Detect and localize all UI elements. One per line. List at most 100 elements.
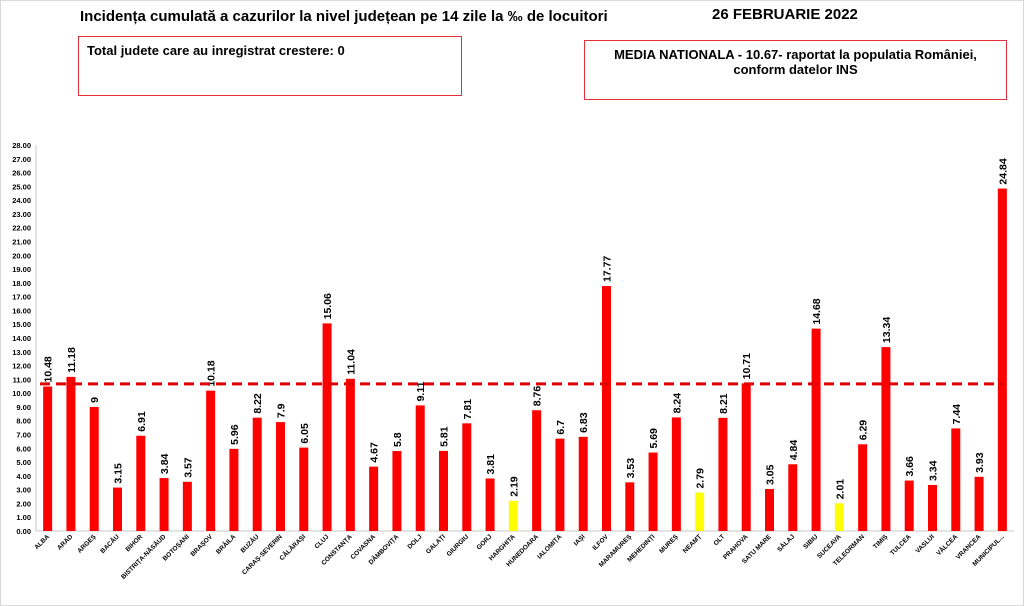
national-average-box: MEDIA NATIONALA - 10.67- raportat la pop… bbox=[584, 40, 1007, 100]
bar bbox=[345, 378, 355, 531]
value-label: 11.04 bbox=[345, 349, 357, 375]
bar bbox=[159, 478, 169, 531]
y-tick-label: 4.00 bbox=[16, 472, 31, 481]
bar bbox=[485, 478, 495, 531]
bar bbox=[136, 435, 146, 531]
bar bbox=[439, 450, 448, 531]
value-label: 5.8 bbox=[392, 432, 404, 447]
category-label: ALBA bbox=[33, 533, 51, 551]
value-label: 15.06 bbox=[322, 293, 334, 319]
value-label: 11.18 bbox=[66, 347, 78, 373]
value-label: 3.53 bbox=[625, 458, 637, 479]
category-label: BIHOR bbox=[124, 533, 144, 553]
bar bbox=[881, 347, 891, 531]
category-label: IALOMIȚA bbox=[536, 533, 563, 560]
value-label: 8.76 bbox=[532, 386, 544, 407]
y-tick-label: 20.00 bbox=[12, 251, 31, 260]
value-label: 3.57 bbox=[182, 457, 194, 478]
bar bbox=[555, 438, 565, 531]
bar bbox=[625, 482, 635, 531]
value-label: 10.18 bbox=[206, 360, 218, 386]
category-label: BUZĂU bbox=[238, 532, 261, 555]
value-label: 3.93 bbox=[974, 452, 986, 473]
report-date: 26 FEBRUARIE 2022 bbox=[712, 6, 858, 23]
value-label: 6.29 bbox=[858, 420, 870, 441]
bar bbox=[276, 422, 285, 531]
bar bbox=[788, 464, 798, 531]
y-tick-label: 0.00 bbox=[16, 527, 31, 536]
bar bbox=[392, 451, 402, 531]
category-label: VÂLCEA bbox=[934, 532, 959, 557]
y-tick-label: 13.00 bbox=[12, 348, 31, 357]
value-label: 10.48 bbox=[43, 356, 55, 382]
category-label: BRAȘOV bbox=[189, 533, 214, 558]
bar bbox=[904, 480, 914, 531]
y-tick-label: 18.00 bbox=[12, 279, 31, 288]
value-label: 14.68 bbox=[811, 298, 823, 324]
y-tick-label: 8.00 bbox=[16, 417, 31, 426]
value-label: 8.22 bbox=[252, 393, 264, 414]
y-tick-label: 25.00 bbox=[12, 182, 31, 191]
y-tick-label: 15.00 bbox=[12, 320, 31, 329]
category-label: SIBIU bbox=[802, 533, 819, 550]
y-tick-label: 1.00 bbox=[16, 513, 31, 522]
value-label: 10.71 bbox=[741, 353, 753, 379]
bar bbox=[928, 484, 937, 531]
bar bbox=[951, 428, 961, 531]
value-label: 5.96 bbox=[229, 424, 241, 445]
category-label: MUREȘ bbox=[658, 533, 680, 555]
value-label: 6.83 bbox=[578, 412, 590, 433]
value-label: 7.9 bbox=[276, 403, 288, 418]
category-label: ARAD bbox=[56, 533, 74, 551]
value-label: 3.81 bbox=[485, 454, 497, 475]
y-tick-label: 21.00 bbox=[12, 238, 31, 247]
category-label: GORJ bbox=[476, 533, 494, 551]
value-label: 5.69 bbox=[648, 428, 660, 449]
category-label: DOLJ bbox=[406, 533, 423, 550]
bar bbox=[997, 188, 1007, 531]
value-label: 6.05 bbox=[299, 423, 311, 444]
category-label: TIMIȘ bbox=[872, 533, 890, 551]
y-tick-label: 12.00 bbox=[12, 362, 31, 371]
y-tick-label: 14.00 bbox=[12, 334, 31, 343]
bar bbox=[182, 481, 192, 531]
y-tick-label: 28.00 bbox=[12, 141, 31, 150]
national-average-line1: MEDIA NATIONALA - 10.67- raportat la pop… bbox=[614, 47, 977, 62]
bar bbox=[252, 417, 262, 531]
value-label: 3.15 bbox=[113, 463, 125, 484]
bar bbox=[299, 447, 309, 531]
y-tick-label: 27.00 bbox=[12, 155, 31, 164]
y-tick-label: 2.00 bbox=[16, 499, 31, 508]
increase-count-text: Total judete care au inregistrat crester… bbox=[87, 43, 345, 58]
category-label: CARAȘ-SEVERIN bbox=[241, 533, 284, 576]
category-label: GIURGIU bbox=[446, 533, 471, 558]
y-tick-label: 11.00 bbox=[13, 375, 31, 384]
y-tick-label: 6.00 bbox=[16, 444, 31, 453]
y-tick-label: 16.00 bbox=[12, 306, 31, 315]
value-label: 5.81 bbox=[439, 426, 451, 447]
bar bbox=[765, 488, 774, 531]
category-label: VASLUI bbox=[914, 533, 936, 555]
value-label: 2.19 bbox=[508, 476, 520, 497]
category-label: CLUJ bbox=[314, 533, 331, 550]
value-label: 3.66 bbox=[904, 456, 916, 477]
value-label: 8.21 bbox=[718, 393, 730, 414]
value-label: 4.67 bbox=[369, 442, 381, 463]
category-label: IAȘI bbox=[573, 533, 587, 547]
value-label: 6.7 bbox=[555, 420, 567, 435]
bar bbox=[369, 466, 379, 531]
y-tick-label: 3.00 bbox=[16, 486, 31, 495]
category-label: OLT bbox=[713, 533, 727, 547]
bar bbox=[322, 323, 332, 531]
value-label: 3.84 bbox=[159, 453, 171, 474]
value-label: 2.01 bbox=[834, 479, 846, 500]
bar bbox=[415, 405, 425, 531]
value-label: 7.81 bbox=[462, 399, 474, 420]
value-label: 3.34 bbox=[928, 460, 940, 481]
bar bbox=[206, 390, 216, 531]
bar bbox=[532, 410, 542, 531]
increase-count-box: Total judete care au inregistrat crester… bbox=[78, 36, 462, 96]
bar bbox=[578, 436, 588, 531]
bar bbox=[648, 452, 658, 531]
